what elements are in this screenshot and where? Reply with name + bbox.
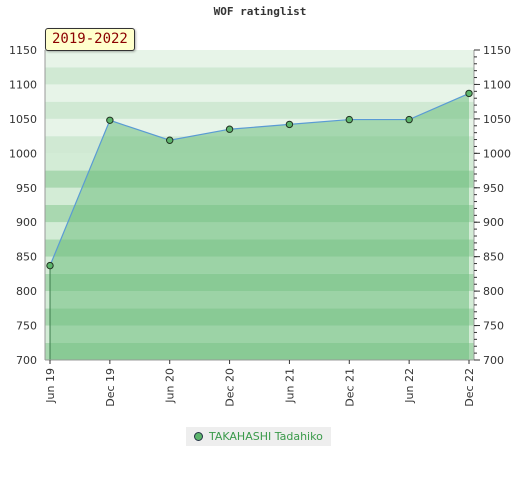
y-tick-label-left: 750: [16, 320, 37, 333]
data-point: [285, 120, 294, 129]
y-tick-label-right: 1100: [483, 78, 511, 91]
y-tick-label-left: 800: [16, 285, 37, 298]
y-tick-label-right: 850: [483, 251, 504, 264]
axis-layer: 700 700 750 750 800 800 850 850 900 900 950 950 1000…: [9, 44, 511, 407]
y-tick-label-left: 1150: [9, 44, 37, 57]
y-tick-label-left: 900: [16, 216, 37, 229]
area-layer: [49, 92, 470, 361]
y-tick-label-right: 1050: [483, 113, 511, 126]
background-band: [45, 50, 474, 68]
y-tick-label-right: 900: [483, 216, 504, 229]
y-tick-label-right: 800: [483, 285, 504, 298]
background-band: [45, 84, 474, 102]
legend-marker-icon: [194, 432, 203, 441]
y-tick-label-right: 1000: [483, 147, 511, 160]
legend[interactable]: TAKAHASHI Tadahiko: [186, 427, 331, 446]
data-point: [345, 115, 353, 124]
data-point: [46, 261, 54, 270]
y-tick-label-right: 700: [483, 354, 504, 367]
y-tick-label-right: 950: [483, 182, 504, 195]
point-layer: [46, 89, 473, 270]
x-tick-label: Dec 20: [224, 368, 237, 407]
background-band: [45, 101, 474, 119]
data-point: [465, 89, 473, 98]
data-point: [225, 125, 234, 133]
data-point: [405, 115, 413, 124]
x-tick-label: Dec 19: [104, 368, 117, 407]
y-tick-label-left: 850: [16, 251, 37, 264]
y-tick-label-left: 1050: [9, 113, 37, 126]
period-badge: 2019-2022: [45, 28, 135, 51]
y-tick-label-left: 700: [16, 354, 37, 367]
y-tick-label-left: 950: [16, 182, 37, 195]
x-tick-label: Jun 22: [403, 368, 416, 404]
y-tick-label-left: 1000: [9, 147, 37, 160]
data-point: [106, 116, 114, 124]
x-tick-label: Dec 22: [463, 368, 476, 407]
x-tick-label: Dec 21: [343, 368, 356, 407]
background-band: [45, 67, 474, 85]
series-line: [49, 92, 470, 266]
series-area: [50, 93, 469, 361]
x-tick-label: Jun 20: [164, 368, 177, 404]
chart-title: WOF ratinglist: [213, 5, 307, 18]
y-tick-label-right: 1150: [483, 44, 511, 57]
y-tick-label-left: 1100: [9, 78, 37, 91]
data-point: [166, 136, 174, 144]
x-tick-label: Jun 21: [283, 368, 296, 404]
legend-series-label: TAKAHASHI Tadahiko: [209, 430, 323, 443]
y-tick-label-right: 750: [483, 320, 504, 333]
x-tick-label: Jun 19: [44, 368, 57, 404]
